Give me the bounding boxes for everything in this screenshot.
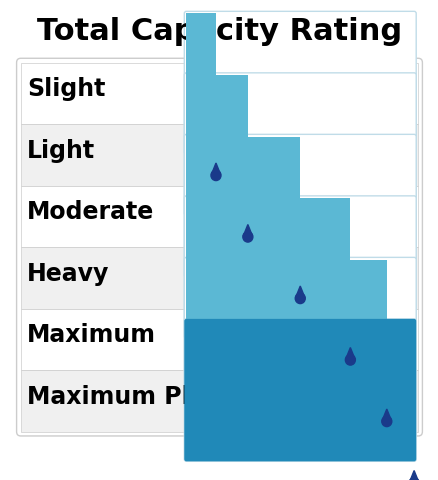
Polygon shape: [211, 163, 220, 174]
Text: Maximum Plus: Maximum Plus: [27, 384, 220, 408]
Bar: [21, 62, 417, 124]
Text: Total Capacity Rating: Total Capacity Rating: [37, 17, 401, 46]
Text: Maximum: Maximum: [27, 323, 155, 347]
Bar: [21, 186, 417, 247]
FancyBboxPatch shape: [184, 12, 415, 154]
Circle shape: [242, 232, 252, 242]
FancyBboxPatch shape: [184, 319, 415, 461]
FancyBboxPatch shape: [184, 196, 415, 338]
Bar: [21, 309, 417, 370]
Polygon shape: [345, 348, 354, 359]
Bar: [186, 260, 386, 397]
FancyBboxPatch shape: [184, 73, 415, 215]
FancyBboxPatch shape: [184, 134, 415, 277]
FancyBboxPatch shape: [184, 257, 415, 400]
Bar: [186, 136, 300, 275]
Text: Heavy: Heavy: [27, 262, 109, 286]
Text: Slight: Slight: [27, 77, 105, 101]
Circle shape: [295, 293, 304, 303]
Bar: [21, 247, 417, 309]
FancyBboxPatch shape: [184, 319, 415, 461]
Text: Light: Light: [27, 139, 95, 163]
Text: Moderate: Moderate: [27, 200, 154, 224]
Circle shape: [381, 416, 391, 427]
Polygon shape: [409, 470, 418, 480]
Bar: [186, 75, 247, 213]
Circle shape: [345, 355, 354, 365]
Polygon shape: [295, 286, 304, 298]
Bar: [21, 370, 417, 432]
Bar: [186, 13, 215, 152]
Circle shape: [211, 170, 220, 180]
Bar: [186, 198, 350, 336]
Bar: [21, 124, 417, 186]
Polygon shape: [243, 225, 252, 236]
Polygon shape: [381, 409, 390, 420]
FancyBboxPatch shape: [17, 58, 421, 436]
Circle shape: [408, 478, 418, 480]
